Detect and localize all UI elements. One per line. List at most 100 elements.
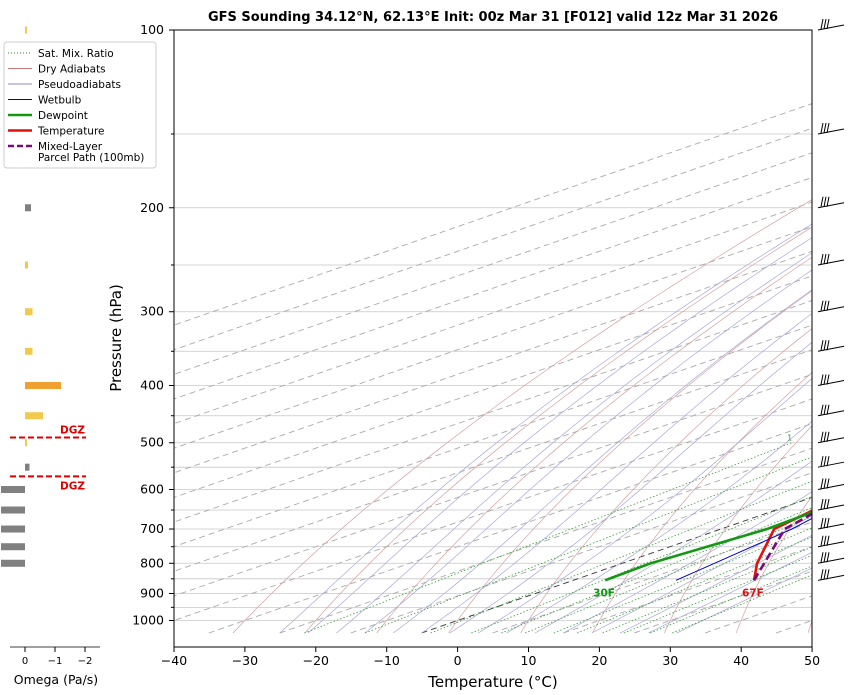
dry-adiabat [304,226,812,634]
dry-adiabat [232,199,812,634]
series-line-0 [752,509,812,581]
omega-tick-label: 0 [22,656,28,667]
surface-annotations: 67F 30F [593,587,764,599]
pseudoadiabat [648,552,812,634]
wind-barb [817,340,845,352]
mixing-ratio-line [524,516,812,634]
mixing-ratio-line [364,456,812,634]
mixing-ratio-label: 2 [843,434,848,443]
x-axis-label: Temperature (°C) [427,673,557,691]
isotherm-line [350,472,812,634]
surface-temp-label: 67F [742,587,764,599]
isotherm-line [421,496,812,634]
wind-barb [817,478,845,490]
y-tick-label: 700 [140,521,164,536]
dry-adiabat [807,619,812,634]
wind-barb [817,456,845,468]
omega-bar [25,261,28,269]
pseudoadiabat [421,312,812,634]
wind-barbs [817,18,845,581]
mixing-ratio-line [553,527,812,634]
wind-barb [817,552,845,564]
y-tick-label: 200 [140,200,164,215]
dgz-label: DGZ [60,425,85,437]
pseudoadiabat [364,269,812,634]
legend-label: Parcel Path (100mb) [38,152,144,164]
legend-label: Sat. Mix. Ratio [38,48,114,60]
legend-label: Mixed-Layer [38,141,103,153]
x-tick-label: 20 [591,653,607,668]
legend-box [3,41,157,169]
omega-axis-label: Omega (Pa/s) [14,672,98,687]
mixing-ratio-line [501,507,812,634]
wind-barb [817,196,845,209]
isotherm-line [634,570,812,634]
dry-adiabat [376,256,812,634]
profile-lines [604,509,812,582]
omega-bar [25,412,43,420]
pseudoadiabat [591,515,812,634]
omega-bar [25,204,31,212]
mixing-ratio-line [602,546,812,634]
axis-ticks: −40 −30 −20 −10 0 10 20 30 40 50 100 200 300 400 500 60… [132,22,820,668]
legend-label: Wetbulb [38,95,82,107]
series-line-3 [752,512,812,581]
legend-label: Dewpoint [38,110,88,122]
wind-barb [817,18,845,31]
surface-dewpoint-label: 30F [593,587,615,599]
x-tick-label: −20 [303,653,329,668]
series-line-1 [604,510,812,582]
plot-frame [173,29,813,648]
legend-label: Dry Adiabats [38,64,106,76]
wind-barb [817,404,845,417]
pseudoadiabat [563,491,812,634]
isotherm-line [174,398,812,621]
mixing-ratio-line [650,565,812,634]
dry-adiabat [448,290,812,634]
wind-barb [817,374,845,387]
x-tick-label: 10 [521,653,537,668]
y-tick-label: 600 [140,481,164,496]
omega-tick-label: −2 [78,656,93,667]
y-tick-label: 900 [140,585,164,600]
wind-barb [817,300,845,313]
wind-barb [817,517,845,530]
wind-barb [817,535,845,548]
isotherm-line [847,30,852,633]
pseudoadiabat [676,567,812,634]
y-tick-label: 1000 [132,613,164,628]
omega-bar [25,308,33,316]
x-tick-label: −30 [232,653,258,668]
y-tick-label: 100 [140,22,164,37]
omega-bar [25,26,27,34]
y-tick-label: 500 [140,435,164,450]
mixing-ratio-line [430,480,812,634]
background-grid: 1246810131620243036 [174,30,852,634]
omega-bar [25,439,27,447]
y-tick-label: 300 [140,304,164,319]
x-tick-label: 30 [662,653,678,668]
y-tick-label: 800 [140,555,164,570]
legend-label: Temperature [37,126,105,138]
dry-adiabat [664,425,812,634]
wind-barb [817,431,845,444]
wind-barb [817,122,845,135]
omega-bar [1,525,25,533]
series-line-2 [675,517,812,581]
mixing-ratio-line [471,495,812,634]
omega-bar [25,347,33,355]
wind-barb [817,498,845,511]
y-axis-label: Pressure (hPa) [107,284,125,392]
mixing-ratio-label: 1 [787,434,792,443]
dgz-label: DGZ [60,480,85,492]
pseudoadiabat [336,252,812,634]
dry-adiabat [520,328,812,634]
omega-bar [1,543,25,551]
pseudoadiabat [534,460,812,634]
wind-barb [817,253,845,266]
x-tick-label: −40 [161,653,187,668]
omega-panel: 0 −1 −2 Omega (Pa/s) DGZ DGZ [1,26,100,687]
mixing-ratio-line [576,536,812,634]
x-tick-label: 0 [454,653,462,668]
